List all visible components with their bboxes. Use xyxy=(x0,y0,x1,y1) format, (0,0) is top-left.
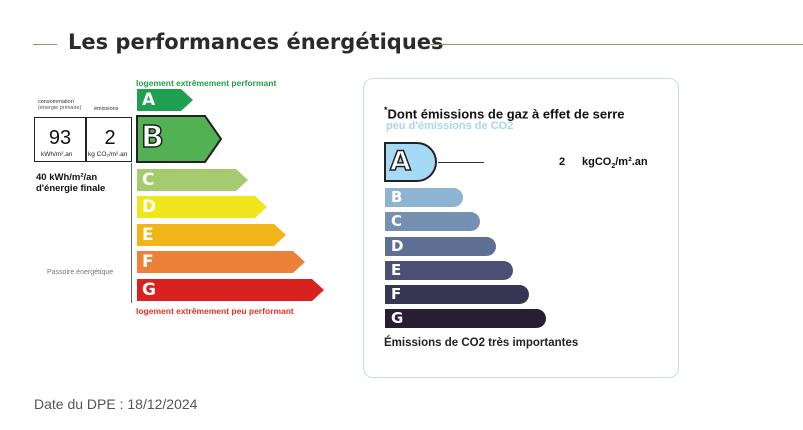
ges-bottom-caption: Émissions de CO2 très importantes xyxy=(384,337,579,349)
ges-class-g: G xyxy=(384,308,548,329)
ges-class-letter: B xyxy=(391,188,403,206)
consumption-unit: kWh/m².an xyxy=(41,151,73,158)
ges-class-letter: A xyxy=(389,145,411,178)
consumption-value: 93 xyxy=(48,127,72,149)
dpe-class-letter: A xyxy=(142,90,156,110)
dpe-top-caption: logement extrêmement performant xyxy=(136,78,277,88)
ges-title-mark: * xyxy=(384,105,388,115)
ges-unit-tail: /m².an xyxy=(615,156,648,168)
ges-unit-main: kgCO xyxy=(582,156,612,168)
dpe-class-letter: B xyxy=(140,119,164,156)
ges-value-pointer xyxy=(438,162,484,163)
ges-class-letter: D xyxy=(391,237,404,255)
passoire-bracket xyxy=(131,163,132,303)
dpe-class-g: G xyxy=(136,278,326,302)
ges-value: 2 xyxy=(559,156,566,168)
dpe-class-letter: G xyxy=(142,280,156,300)
final-energy-line2: d'énergie finale xyxy=(36,183,106,194)
ges-unit-sub: 2 xyxy=(611,163,616,171)
dpe-class-f: F xyxy=(136,250,307,274)
ges-class-letter: F xyxy=(391,285,402,303)
ges-panel xyxy=(363,78,679,378)
passoire-label: Passoire énergétique xyxy=(47,269,114,276)
section-title: Les performances énergétiques xyxy=(68,30,444,54)
ges-class-letter: G xyxy=(391,309,404,327)
emissions-header: émissions xyxy=(94,106,119,112)
dpe-class-b-current: B xyxy=(136,115,223,163)
ges-subtitle: peu d'émissions de CO2 xyxy=(386,120,514,132)
emissions-unit: kg CO₂/m².an xyxy=(88,151,128,158)
heading-rule-right xyxy=(430,44,803,45)
ges-class-c: C xyxy=(384,211,482,232)
ges-class-e: E xyxy=(384,260,515,281)
ges-class-b: B xyxy=(384,187,465,208)
dpe-class-letter: E xyxy=(142,225,154,245)
dpe-class-c: C xyxy=(136,168,250,192)
ges-class-letter: E xyxy=(391,261,402,279)
emissions-value: 2 xyxy=(104,127,116,149)
dpe-class-letter: F xyxy=(142,252,154,272)
value-box-divider xyxy=(85,117,87,162)
dpe-class-letter: C xyxy=(142,170,155,190)
final-energy-line1: 40 kWh/m²/an xyxy=(36,172,98,183)
ges-unit: kgCO2/m².an xyxy=(582,156,648,170)
dpe-bottom-caption: logement extrêmement peu performant xyxy=(136,306,294,316)
ges-class-letter: C xyxy=(391,212,403,230)
dpe-class-a: A xyxy=(136,88,195,112)
ges-title-text: Dont émissions de gaz à effet de serre xyxy=(387,106,625,122)
ges-class-d: D xyxy=(384,236,498,257)
dpe-class-letter: D xyxy=(142,197,157,217)
dpe-class-d: D xyxy=(136,195,269,219)
ges-class-a-current: A xyxy=(384,142,438,182)
consumption-subheader: (énergie primaire) xyxy=(38,105,82,111)
ges-title: *Dont émissions de gaz à effet de serre xyxy=(384,105,624,121)
dpe-date: Date du DPE : 18/12/2024 xyxy=(34,396,198,412)
ges-class-f: F xyxy=(384,284,531,305)
consumption-header: consommation xyxy=(38,99,74,105)
heading-rule-left xyxy=(33,44,57,45)
dpe-class-e: E xyxy=(136,223,288,247)
dpe-value-box xyxy=(34,117,132,162)
